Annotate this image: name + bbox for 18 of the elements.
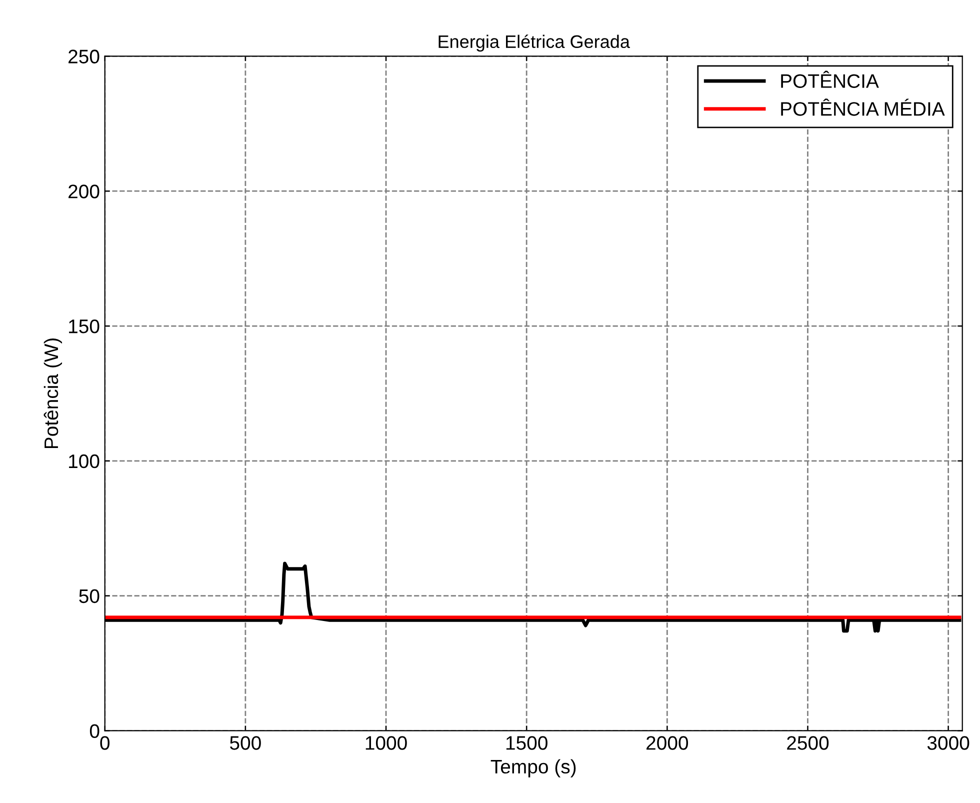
y-tick-label: 100 xyxy=(69,454,100,468)
legend-label: POTÊNCIA xyxy=(781,70,879,88)
x-tick-label: 2000 xyxy=(646,736,688,750)
y-axis-title: Potência (W) xyxy=(44,338,62,448)
x-tick-label: 2500 xyxy=(787,736,829,750)
x-tick-label: 500 xyxy=(230,736,261,750)
x-axis-title: Tempo (s) xyxy=(490,759,576,778)
y-tick-label: 250 xyxy=(68,50,100,64)
legend-label: POTÊNCIA MÉDIA xyxy=(781,98,945,116)
x-tick-label: 1500 xyxy=(506,736,548,750)
x-tick-label: 3000 xyxy=(927,736,970,750)
y-tick-label: 50 xyxy=(79,589,100,604)
chart-title: Energia Elétrica Gerada xyxy=(438,34,630,52)
y-tick-label: 0 xyxy=(90,724,100,738)
x-tick-label: 0 xyxy=(100,736,110,750)
y-tick-label: 200 xyxy=(68,184,100,198)
x-tick-label: 1000 xyxy=(366,736,407,750)
y-tick-label: 150 xyxy=(69,319,100,334)
